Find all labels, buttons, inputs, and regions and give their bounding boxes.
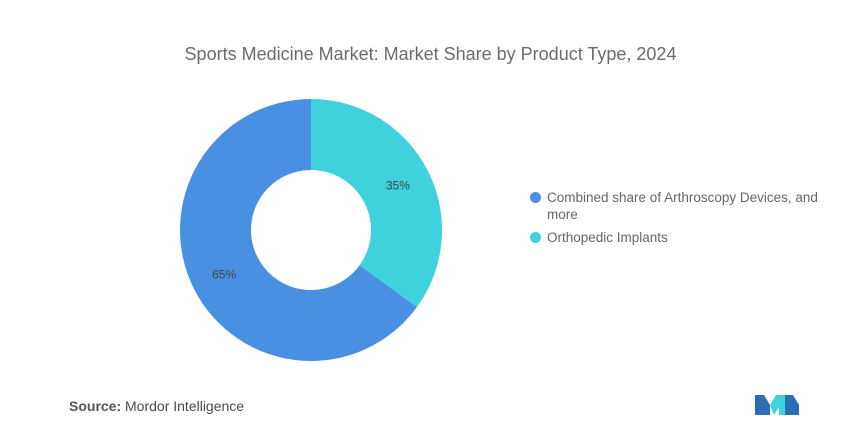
legend-item-arthroscopy: Combined share of Arthroscopy Devices, a… — [530, 189, 830, 223]
chart-title: Sports Medicine Market: Market Share by … — [184, 44, 677, 64]
legend-label-orthopedic: Orthopedic Implants — [547, 230, 668, 245]
legend-swatch-arthroscopy — [530, 192, 541, 203]
legend-label-arthroscopy: Combined share of Arthroscopy Devices, a… — [547, 190, 818, 222]
legend-item-orthopedic: Orthopedic Implants — [530, 229, 830, 246]
source-label: Source: — [69, 398, 122, 414]
slice-orthopedic — [311, 99, 443, 307]
source-text: Mordor Intelligence — [125, 398, 245, 414]
chart-legend: Combined share of Arthroscopy Devices, a… — [530, 189, 830, 252]
legend-swatch-orthopedic — [530, 232, 541, 243]
data-label-orthopedic: 35% — [386, 179, 410, 193]
data-label-arthroscopy: 65% — [212, 267, 236, 281]
mordor-intelligence-logo — [755, 395, 799, 415]
slice-arthroscopy — [180, 99, 417, 361]
source-note: Source: Mordor Intelligence — [69, 398, 244, 414]
